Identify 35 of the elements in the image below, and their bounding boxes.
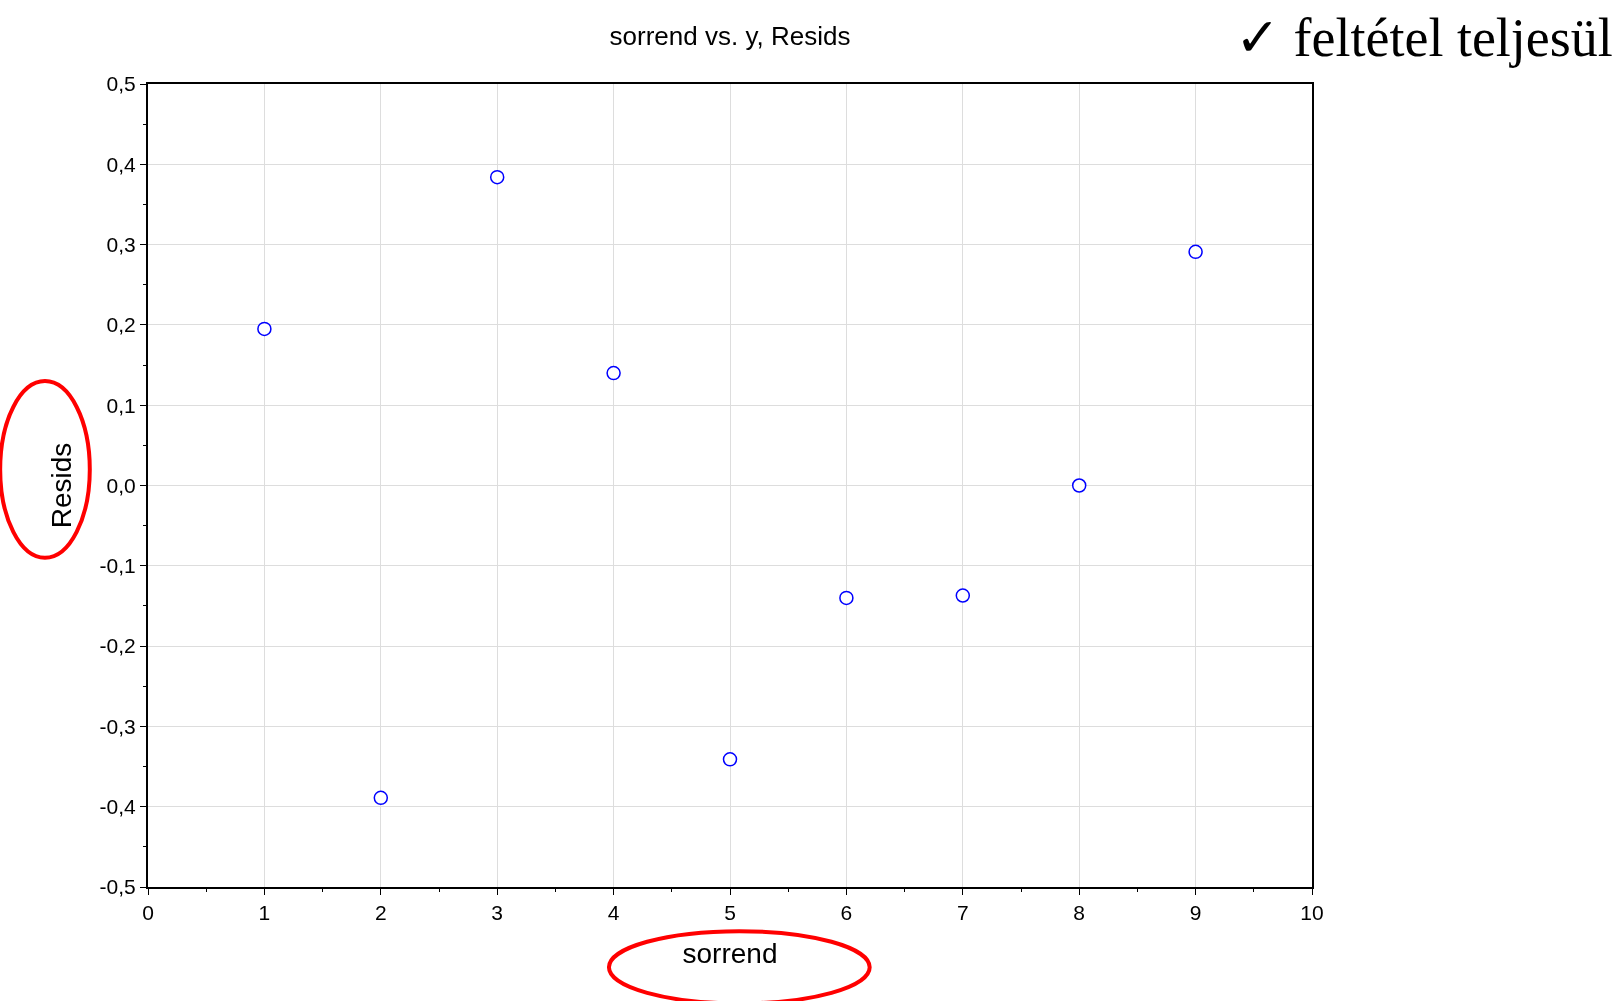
- x-tick-label: 10: [1300, 901, 1324, 925]
- x-tick-label: 4: [607, 901, 620, 925]
- point: [1188, 244, 1203, 260]
- x-tick-label: 0: [142, 901, 154, 925]
- y-tick-label: -0,4: [99, 795, 137, 819]
- x-tick-label: 6: [840, 901, 853, 925]
- point: [373, 790, 389, 806]
- y-tick-label: 0,3: [106, 232, 136, 256]
- chart-title: sorrend vs. y, Resids: [609, 21, 851, 52]
- y-tick-label: 0,2: [106, 313, 136, 337]
- point: [839, 590, 854, 606]
- point: [606, 365, 621, 381]
- x-tick-label: 3: [491, 901, 504, 925]
- y-tick-label: 0,0: [106, 473, 136, 497]
- x-tick-label: 2: [374, 901, 387, 925]
- y-tick-label: 0,5: [106, 72, 136, 96]
- y-tick-label: -0,1: [99, 554, 136, 578]
- y-tick-label: -0,2: [99, 634, 136, 658]
- y-tick-label: -0,5: [99, 875, 136, 899]
- point: [489, 169, 505, 185]
- x-tick-label: 5: [724, 901, 736, 925]
- point: [722, 752, 738, 767]
- y-tick-label: 0,4: [106, 152, 137, 176]
- x-tick-label: 8: [1073, 901, 1086, 925]
- y-axis-title: Resids: [45, 442, 77, 529]
- y-tick-label: 0,1: [106, 393, 136, 417]
- x-tick-label: 7: [956, 901, 969, 925]
- x-axis-title: sorrend: [682, 937, 778, 969]
- x-tick-label: 1: [258, 901, 271, 925]
- point: [1071, 478, 1087, 493]
- text: ✓ feltétel teljesül: [1235, 8, 1613, 68]
- point: [257, 321, 272, 337]
- y-tick-label: -0,3: [99, 714, 136, 738]
- point: [955, 588, 971, 603]
- x-tick-label: 9: [1189, 901, 1202, 925]
